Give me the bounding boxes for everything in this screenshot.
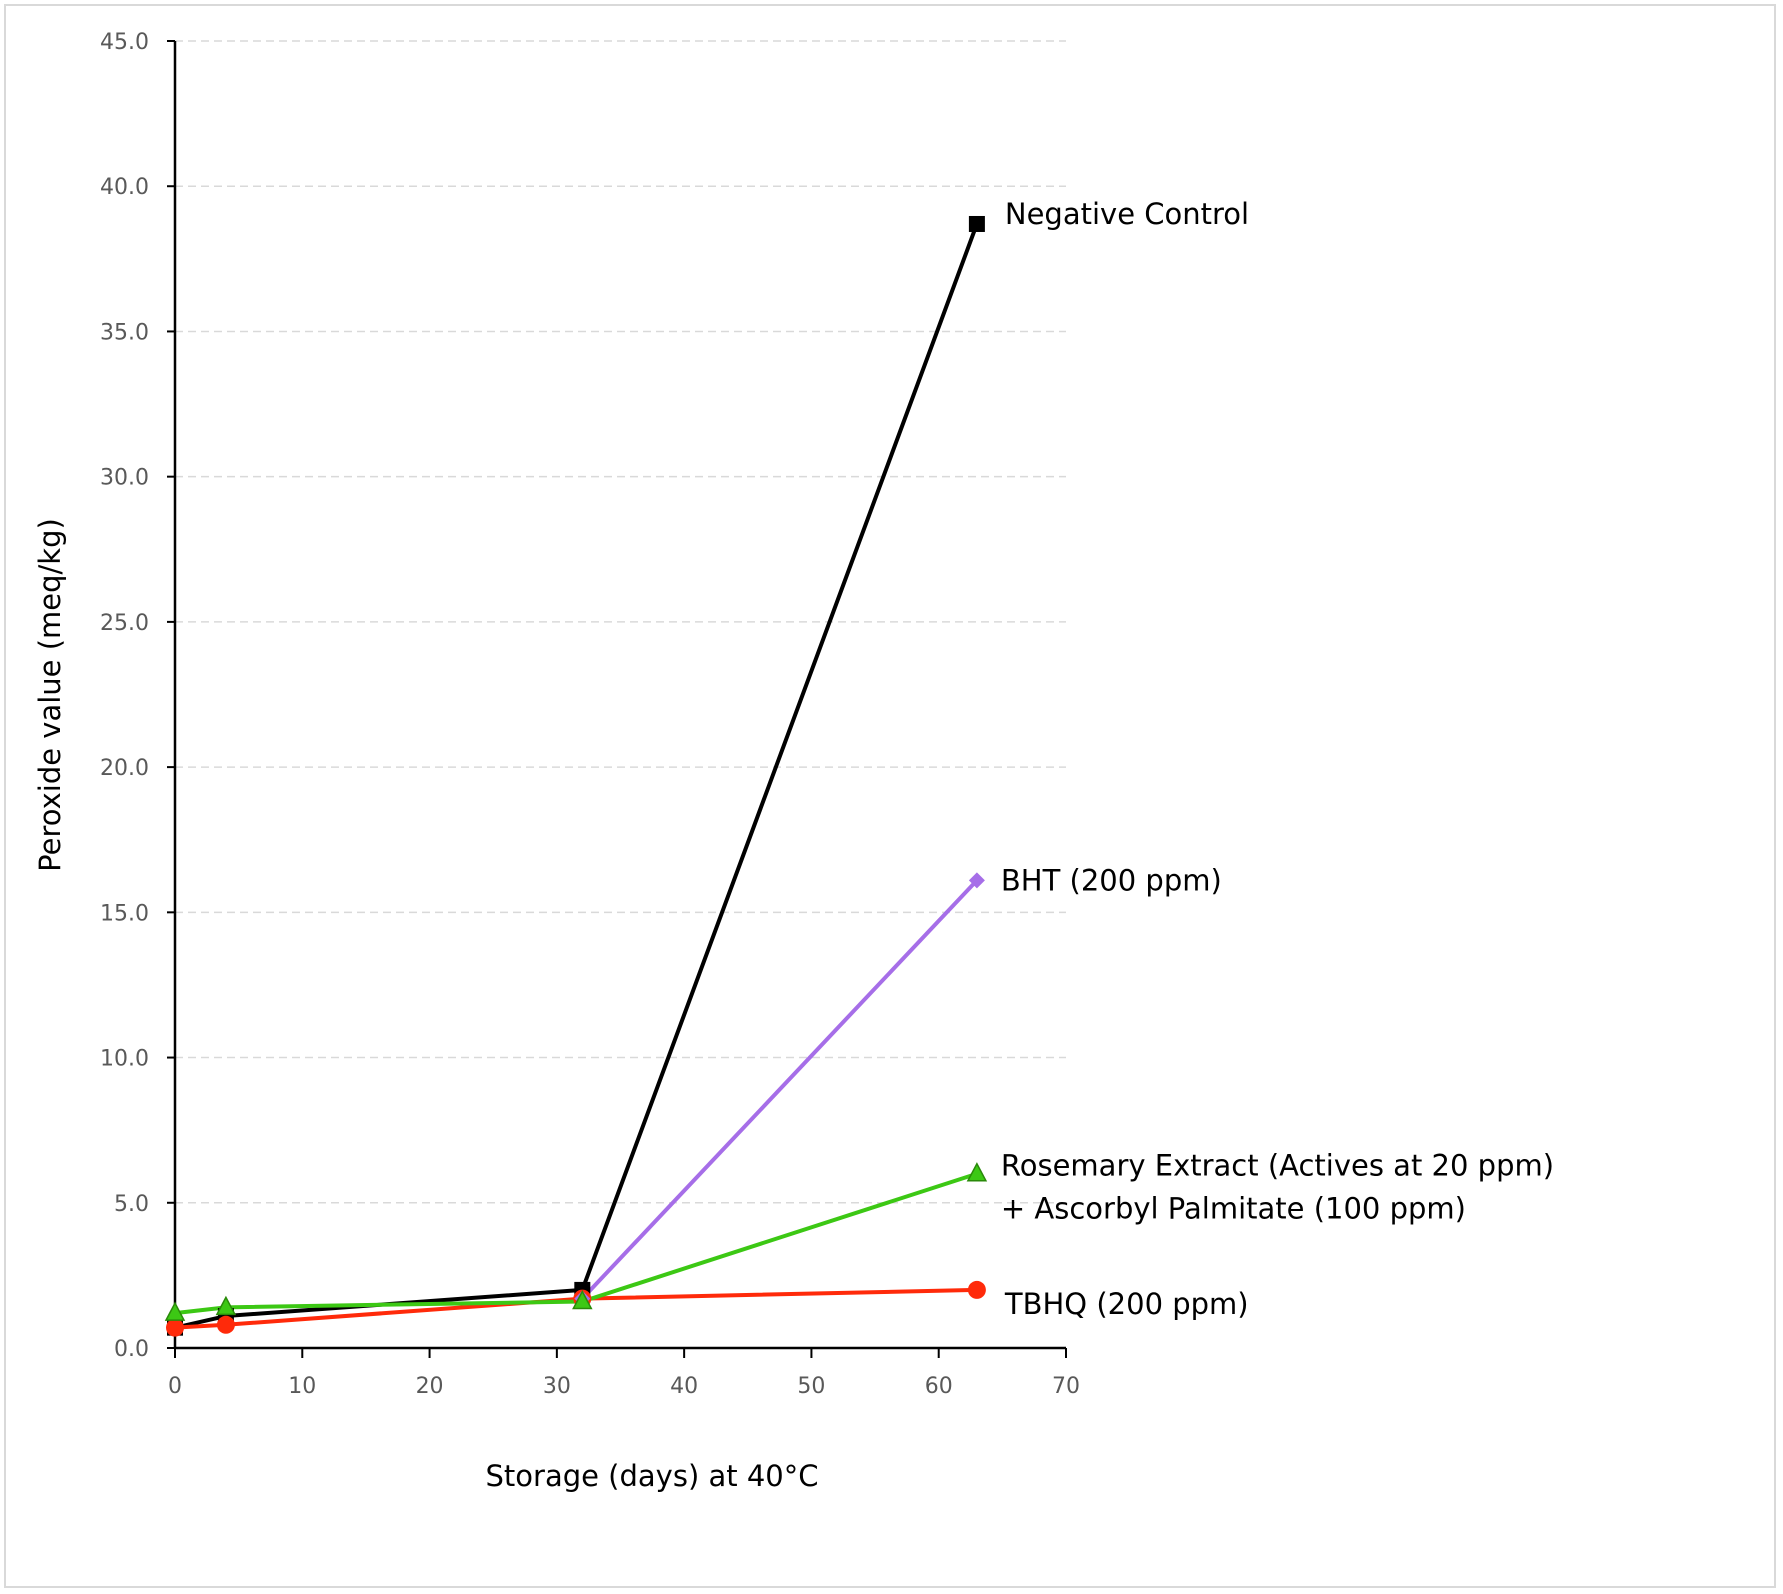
marker-rosemary-2 xyxy=(572,1289,593,1310)
series-label-tbhq-0: TBHQ (200 ppm) xyxy=(1004,1287,1249,1321)
series-line-bht xyxy=(580,878,979,1301)
marker-tbhq-0 xyxy=(166,1318,184,1337)
series-label-rosemary-0: Rosemary Extract (Actives at 20 ppm) xyxy=(1001,1149,1554,1183)
series-line-tbhq xyxy=(173,1287,979,1330)
marker-tbhq-1 xyxy=(216,1315,235,1334)
y-tick-label-3: 15.0 xyxy=(100,901,149,926)
y-tick-label-7: 35.0 xyxy=(100,320,149,345)
series-markers xyxy=(164,215,988,1337)
y-tick-label-8: 40.0 xyxy=(100,175,149,200)
series-label-rosemary-1: + Ascorbyl Palmitate (100 ppm) xyxy=(1001,1192,1466,1226)
x-tick-label-1: 10 xyxy=(288,1374,316,1399)
x-tick-label-7: 70 xyxy=(1052,1374,1080,1399)
y-tick-label-0: 0.0 xyxy=(114,1337,149,1362)
series-labels: Negative Control BHT (200 ppm) Rosemary Ex… xyxy=(1001,197,1554,1321)
y-axis-title: Peroxide value (meq/kg) xyxy=(33,518,67,872)
y-tick-label-1: 5.0 xyxy=(114,1192,149,1217)
series-label-bht-0: BHT (200 ppm) xyxy=(1001,863,1222,897)
x-tick-label-5: 50 xyxy=(797,1374,825,1399)
y-tick-label-6: 30.0 xyxy=(100,466,149,491)
y-tick-label-4: 20.0 xyxy=(100,756,149,781)
x-axis-ticks: 0 10 20 30 40 50 60 70 xyxy=(168,1348,1080,1399)
chart-frame xyxy=(4,4,1776,1588)
series-label-negative_control-0: Negative Control xyxy=(1005,197,1249,231)
x-axis-title: Storage (days) at 40°C xyxy=(486,1459,819,1493)
y-tick-label-9: 45.0 xyxy=(100,30,149,55)
y-axis-ticks: 0.0 5.0 10.0 15.0 20.0 25.0 30.0 35.0 40.0 45.0 xyxy=(100,30,175,1362)
x-tick-label-0: 0 xyxy=(168,1374,182,1399)
y-tick-label-2: 10.0 xyxy=(100,1047,149,1072)
series-lines xyxy=(173,221,979,1330)
x-tick-label-2: 20 xyxy=(416,1374,444,1399)
marker-tbhq-3 xyxy=(967,1280,986,1299)
marker-bht-1 xyxy=(968,872,985,889)
x-tick-label-4: 40 xyxy=(670,1374,698,1399)
marker-negative_control-3 xyxy=(968,215,985,232)
marker-rosemary-3 xyxy=(966,1162,988,1182)
marker-rosemary-1 xyxy=(215,1295,237,1316)
y-tick-label-5: 25.0 xyxy=(100,611,149,636)
series-line-negative_control xyxy=(173,221,979,1330)
marker-rosemary-0 xyxy=(164,1301,186,1321)
x-tick-label-3: 30 xyxy=(543,1374,571,1399)
axes xyxy=(173,41,1066,1350)
series-line-rosemary xyxy=(173,1171,979,1316)
x-tick-label-6: 60 xyxy=(925,1374,953,1399)
gridlines xyxy=(175,40,1066,1204)
